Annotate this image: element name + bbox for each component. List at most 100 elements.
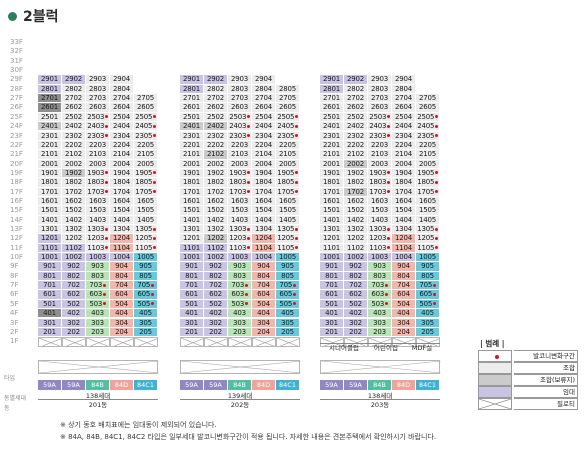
unit-cell: 1403	[228, 215, 252, 225]
unit-number: 404	[397, 309, 410, 318]
floor-label: 7F	[10, 281, 19, 290]
unit-number: 2205	[278, 140, 296, 149]
pilotis-box	[180, 360, 301, 374]
unit-number: 2801	[322, 84, 340, 93]
unit-number: 2002	[346, 159, 364, 168]
unit-cell: 2104	[392, 150, 416, 160]
unit-cell: 301	[180, 318, 204, 328]
unit-number: 1805	[417, 178, 435, 187]
unit-cell: 1704	[392, 187, 416, 197]
unit-number: 1004	[112, 253, 130, 262]
unit-cell: 2304	[392, 131, 416, 141]
unit-number: 802	[67, 271, 80, 280]
unit-cell: 403	[228, 309, 252, 319]
unit-cell: 1604	[110, 196, 134, 207]
unit-cell: 1901	[38, 168, 62, 179]
community-facility-label: MDF실	[404, 343, 440, 352]
unit-cell: 1505	[276, 206, 300, 216]
unit-cell: 505	[134, 299, 158, 310]
unit-number: 803	[91, 271, 104, 280]
unit-number: 2804	[254, 84, 272, 93]
unit-cell: 2405	[276, 122, 300, 132]
unit-cell: 1205	[134, 234, 158, 244]
unit-cell: 405	[276, 309, 300, 319]
pilotis-x-icon	[393, 338, 415, 346]
unit-cell: 2001	[180, 159, 204, 169]
pilotis-x-icon	[205, 338, 227, 346]
unit-number: 1103	[229, 243, 247, 252]
unit-cell: 1601	[320, 196, 344, 207]
unit-number: 904	[257, 262, 270, 271]
unit-number: 1205	[417, 234, 435, 243]
floor-label: 32F	[10, 47, 23, 56]
unit-number: 2301	[40, 131, 58, 140]
unit-cell: 2404	[392, 122, 416, 132]
unit-number: 2204	[254, 140, 272, 149]
unit-number: 1401	[322, 215, 340, 224]
unit-number: 1804	[254, 178, 272, 187]
unit-number: 1105	[277, 243, 295, 252]
unit-number: 505	[279, 299, 293, 308]
unit-cell: 1601	[180, 196, 204, 207]
unit-cell: 2101	[38, 150, 62, 160]
unit-number: 1803	[87, 178, 105, 187]
unit-cell: 505	[276, 299, 300, 310]
unit-cell: 405	[416, 309, 440, 319]
unit-number: 1303	[87, 225, 105, 233]
unit-number: 2303	[229, 131, 247, 140]
unit-cell: 301	[38, 318, 62, 328]
unit-number: 301	[325, 318, 338, 327]
unit-cell: 1303	[228, 225, 252, 235]
balcony-change-dot-icon	[386, 171, 390, 175]
building-name: 203동	[370, 401, 390, 409]
unit-type-label: 59A	[38, 380, 61, 390]
pilotis-cell	[368, 337, 392, 347]
unit-number: 1401	[40, 215, 58, 224]
unit-number: 1801	[40, 178, 58, 187]
unit-cell: 1004	[110, 253, 134, 263]
unit-number: 1004	[254, 253, 272, 262]
unit-cell: 2004	[392, 159, 416, 169]
unit-cell: 1204	[392, 234, 416, 244]
unit-number: 2305	[417, 131, 435, 140]
unit-number: 403	[233, 309, 246, 318]
unit-cell: 2904	[392, 75, 416, 85]
unit-number: 2504	[112, 112, 130, 121]
unit-number: 2602	[206, 103, 224, 112]
unit-cell: 204	[110, 327, 134, 338]
unit-number: 1505	[418, 206, 436, 215]
unit-cell: 1103	[228, 243, 252, 254]
unit-number: 2503	[87, 112, 105, 121]
unit-number: 2801	[40, 84, 58, 93]
unit-number: 205	[281, 327, 294, 336]
pilotis-cell	[320, 337, 344, 347]
unit-number: 2302	[64, 131, 82, 140]
floor-label: 27F	[10, 94, 23, 103]
unit-number: 2901	[322, 75, 340, 84]
unit-cell: 903	[368, 262, 392, 272]
unit-number: 2701	[322, 94, 340, 103]
unit-cell: 1202	[344, 234, 368, 244]
unit-cell: 503	[86, 299, 110, 310]
balcony-change-dot-icon	[434, 115, 438, 119]
unit-cell: 1802	[62, 178, 86, 188]
unit-cell: 602	[344, 290, 368, 300]
unit-cell: 1902	[204, 168, 228, 179]
unit-number: 2304	[112, 131, 130, 140]
unit-cell: 1402	[344, 215, 368, 225]
unit-number: 1104	[254, 243, 272, 252]
unit-cell: 1302	[204, 225, 228, 235]
balcony-change-dot-icon	[292, 292, 296, 296]
unit-cell: 1403	[368, 215, 392, 225]
unit-cell: 1202	[204, 234, 228, 244]
unit-cell: 2603	[228, 103, 252, 113]
unit-number: 1604	[112, 196, 130, 205]
unit-cell: 2204	[110, 140, 134, 151]
unit-cell: 302	[344, 318, 368, 328]
unit-cell: 2705	[276, 94, 300, 104]
unit-cell: 1105	[134, 243, 158, 254]
unit-number: 1003	[370, 253, 388, 262]
unit-number: 2105	[418, 150, 436, 159]
unit-cell: 2503	[368, 112, 392, 123]
unit-cell: 2703	[368, 94, 392, 104]
